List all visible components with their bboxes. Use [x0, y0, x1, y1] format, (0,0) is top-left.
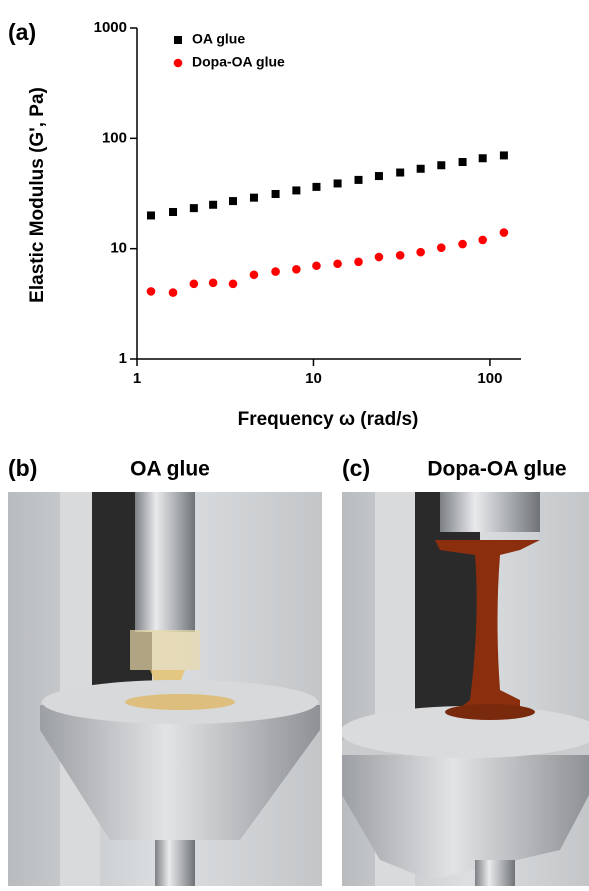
- point: [499, 151, 508, 160]
- point: [312, 182, 321, 191]
- point: [169, 207, 178, 216]
- point: [458, 239, 467, 249]
- legend-label: OA glue: [192, 31, 245, 47]
- point: [395, 251, 405, 260]
- panel-label: (a): [8, 19, 36, 45]
- x-tick-label: 10: [305, 370, 322, 387]
- point: [189, 279, 199, 289]
- x-axis-title: Frequency ω (rad/s): [238, 409, 419, 430]
- y-tick-label: 10: [110, 240, 127, 257]
- point: [249, 193, 258, 202]
- point: [292, 186, 301, 195]
- point: [271, 189, 280, 198]
- point: [333, 179, 342, 188]
- point: [396, 168, 405, 177]
- photo-b: [8, 492, 322, 886]
- panel-label: (b): [8, 455, 37, 481]
- point: [499, 228, 509, 237]
- photo-c: [342, 492, 589, 886]
- legend-label: Dopa-OA glue: [192, 54, 285, 70]
- point: [208, 278, 218, 288]
- point: [249, 270, 259, 280]
- plot: 1 10 100 1000 1 10 100 OA glue Dopa-OA glue: [94, 19, 521, 387]
- point: [458, 158, 467, 167]
- point: [478, 235, 487, 245]
- point: [189, 204, 198, 213]
- point: [229, 197, 238, 206]
- point: [478, 154, 487, 163]
- point: [416, 164, 425, 173]
- point: [292, 265, 301, 274]
- legend-marker: [174, 36, 182, 44]
- point: [271, 267, 280, 276]
- y-axis-title: Elastic Modulus (G', Pa): [27, 87, 48, 303]
- photo-title: OA glue: [130, 458, 210, 481]
- panel-label: (c): [342, 455, 370, 481]
- y-tick-label: 100: [102, 129, 127, 146]
- point: [374, 172, 383, 181]
- point: [354, 175, 363, 184]
- point: [146, 287, 156, 296]
- y-tick-label: 1000: [94, 19, 127, 36]
- point: [228, 279, 238, 289]
- point: [437, 161, 446, 170]
- x-tick-label: 1: [133, 370, 141, 387]
- photo-title: Dopa-OA glue: [427, 458, 566, 481]
- point: [354, 257, 363, 267]
- point: [436, 243, 446, 253]
- legend-marker: [173, 58, 183, 68]
- x-tick-label: 100: [477, 370, 502, 387]
- point: [312, 261, 321, 271]
- point: [209, 200, 218, 209]
- point: [333, 259, 342, 269]
- point: [168, 288, 178, 297]
- point: [416, 247, 425, 257]
- point: [374, 252, 384, 262]
- point: [146, 211, 155, 220]
- y-tick-label: 1: [119, 350, 127, 367]
